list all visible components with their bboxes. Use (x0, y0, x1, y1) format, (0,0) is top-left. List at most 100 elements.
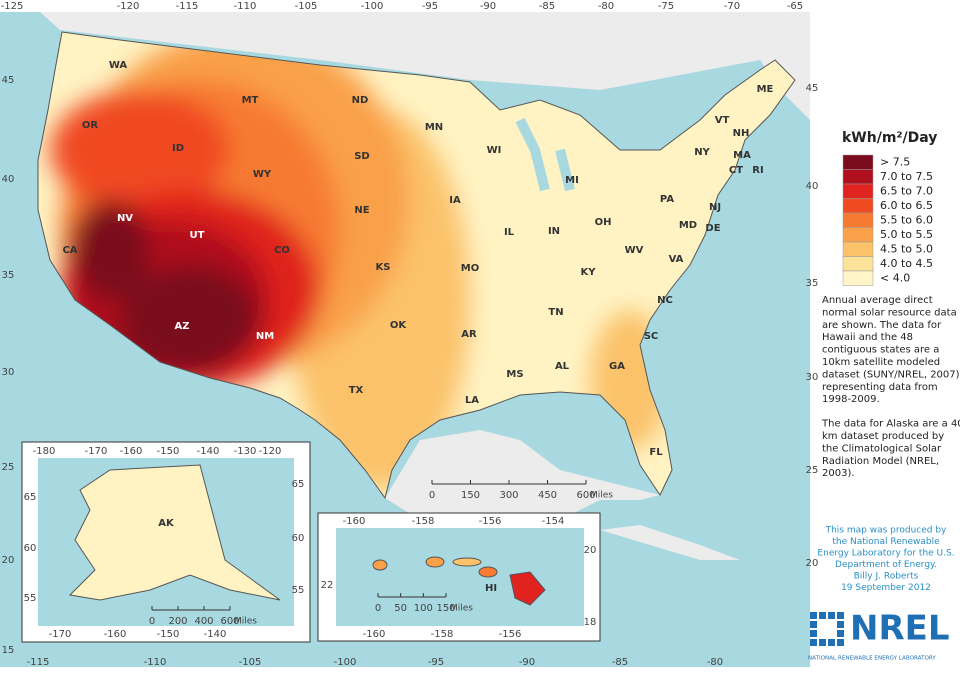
state-label: CA (62, 245, 77, 256)
state-label: SC (644, 331, 659, 342)
legend-label: < 4.0 (880, 272, 910, 285)
lat-label: 35 (2, 270, 15, 281)
state-label: WA (109, 60, 128, 71)
state-label: MN (425, 122, 443, 133)
lon-label: -158 (431, 629, 454, 640)
description-line: Radiation Model (NREL, (822, 456, 939, 467)
lon-label: -158 (412, 516, 435, 527)
state-label: SD (354, 151, 370, 162)
scale-label: 150 (461, 490, 480, 501)
legend-swatch (842, 169, 874, 185)
description-line: 10km satellite modeled (822, 357, 940, 368)
state-label: MI (565, 175, 579, 186)
lon-label: -156 (499, 629, 522, 640)
lon-label: -105 (239, 657, 262, 668)
logo-block (837, 630, 844, 637)
lat-label: 45 (806, 83, 819, 94)
lon-label: -180 (33, 446, 56, 457)
legend-swatch (842, 241, 874, 257)
state-label: NM (256, 331, 274, 342)
state-label: ND (352, 95, 369, 106)
description-line: 1998-2009. (822, 394, 880, 405)
nrel-logo (810, 612, 844, 646)
lon-label: -90 (519, 657, 535, 668)
lat-label: 55 (292, 585, 305, 596)
credit-line: Department of Energy. (835, 560, 937, 570)
legend-label: 5.5 to 6.0 (880, 214, 933, 227)
us-outline (37, 31, 796, 500)
legend-label: 4.5 to 5.0 (880, 243, 933, 256)
hawaii-islands (372, 556, 546, 606)
lon-label: -85 (539, 1, 555, 12)
lat-label: 15 (2, 645, 15, 656)
logo-block (828, 612, 835, 619)
state-label: MT (242, 95, 259, 106)
lon-label: -140 (197, 446, 220, 457)
state-label: GA (609, 361, 625, 372)
state-label: WI (487, 145, 502, 156)
legend-swatch (842, 270, 874, 286)
state-label: KS (376, 262, 391, 273)
credit-line: This map was produced by (825, 526, 947, 536)
state-label: WY (253, 169, 272, 180)
credit-line: Billy J. Roberts (854, 572, 919, 582)
alaska-land (68, 464, 281, 601)
description-line: Annual average direct (822, 295, 933, 306)
lon-label: -160 (120, 446, 143, 457)
lat-label: 60 (292, 533, 305, 544)
lon-label: -100 (361, 1, 384, 12)
description-line: dataset (SUNY/NREL, 2007) (822, 369, 960, 380)
scale-label: 150 (436, 603, 455, 614)
lon-label: -125 (1, 1, 24, 12)
lat-label: 20 (806, 558, 819, 569)
state-label: IL (504, 227, 515, 238)
state-label: UT (190, 230, 205, 241)
state-label: MS (506, 369, 523, 380)
lat-label: 25 (806, 465, 819, 476)
lon-label: -95 (428, 657, 444, 668)
lat-label: 22 (321, 580, 334, 591)
state-label: LA (465, 395, 479, 406)
lat-label: 65 (24, 492, 37, 503)
lon-label: -160 (363, 629, 386, 640)
state-label: NJ (709, 202, 721, 213)
legend-title: kWh/m²/Day (842, 130, 937, 146)
lon-label: -140 (204, 629, 227, 640)
state-label: WV (625, 245, 644, 256)
state-label: IN (548, 226, 560, 237)
state-label: AZ (175, 321, 190, 332)
scale-label: 100 (414, 603, 433, 614)
lon-label: -170 (49, 629, 72, 640)
lat-label: 55 (24, 593, 37, 604)
scale-unit: Miles (590, 491, 613, 501)
scale-label: 200 (168, 616, 187, 627)
lat-label: 40 (2, 174, 15, 185)
lon-label: -75 (658, 1, 674, 12)
description-line: representing data from (822, 382, 938, 393)
state-label: OK (390, 320, 408, 331)
logo-block (819, 639, 826, 646)
lon-label: -110 (234, 1, 257, 12)
scale-label: 0 (375, 603, 381, 614)
lon-label: -160 (343, 516, 366, 527)
lon-label: -115 (27, 657, 50, 668)
scale-label: 600 (220, 616, 239, 627)
lon-label: -105 (295, 1, 318, 12)
state-label: HI (485, 583, 497, 594)
legend-swatch (842, 227, 874, 243)
lon-label: -65 (787, 1, 803, 12)
legend-swatch (842, 183, 874, 199)
state-label: MO (461, 263, 479, 274)
lat-label: 20 (2, 555, 15, 566)
lon-label: -150 (157, 446, 180, 457)
lat-label: 20 (584, 545, 597, 556)
state-label: AL (555, 361, 570, 372)
description-line: normal solar resource data (822, 307, 957, 318)
scale-label: 50 (394, 603, 407, 614)
logo-name: NREL (850, 609, 950, 649)
logo-block (837, 621, 844, 628)
legend-label: 5.0 to 5.5 (880, 228, 933, 241)
logo-block (810, 639, 817, 646)
